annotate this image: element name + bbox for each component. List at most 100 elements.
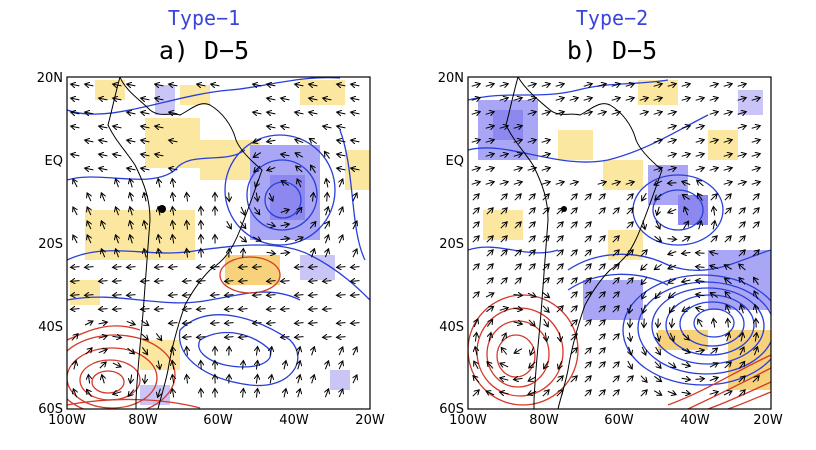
wind-vector-arrow bbox=[485, 182, 495, 185]
wind-vector-arrow bbox=[295, 112, 304, 114]
wind-vector-arrow bbox=[514, 378, 523, 379]
wind-vector-arrow bbox=[116, 235, 119, 244]
wind-vector-arrow bbox=[141, 126, 150, 128]
wind-vector-arrow bbox=[755, 305, 757, 314]
wind-vector-arrow bbox=[629, 304, 631, 314]
wind-vector-arrow bbox=[281, 309, 290, 310]
wind-vector-arrow bbox=[570, 292, 577, 299]
location-marker bbox=[561, 206, 567, 212]
wind-vector-arrow bbox=[169, 295, 178, 296]
wind-vector-arrow bbox=[556, 376, 563, 383]
wind-vector-arrow bbox=[542, 208, 549, 215]
wind-vector-arrow bbox=[710, 194, 717, 201]
wind-vector-arrow bbox=[225, 281, 234, 282]
wind-vector-arrow bbox=[751, 140, 761, 143]
wind-vector-arrow bbox=[514, 250, 521, 257]
wind-vector-arrow bbox=[695, 126, 705, 129]
wind-vector-arrow bbox=[626, 208, 633, 215]
wind-vector-arrow bbox=[169, 84, 178, 86]
wind-vector-arrow bbox=[584, 362, 591, 369]
wind-vector-arrow bbox=[667, 154, 677, 157]
wind-vector-arrow bbox=[513, 126, 523, 129]
wind-vector-arrow bbox=[269, 192, 273, 201]
wind-vector-arrow bbox=[724, 362, 732, 369]
wind-vector-arrow bbox=[657, 206, 660, 216]
wind-vector-arrow bbox=[612, 292, 619, 299]
wind-vector-arrow bbox=[155, 267, 164, 268]
wind-vector-arrow bbox=[471, 182, 481, 185]
wind-vector-arrow bbox=[514, 349, 523, 354]
wind-vector-arrow bbox=[239, 337, 248, 338]
wind-vector-arrow bbox=[612, 264, 619, 271]
wind-vector-arrow bbox=[337, 267, 346, 268]
wind-vector-arrow bbox=[339, 347, 343, 356]
wind-vector-arrow bbox=[527, 112, 537, 115]
wind-vector-arrow bbox=[113, 392, 122, 395]
wind-vector-arrow bbox=[116, 207, 119, 216]
wind-vector-arrow bbox=[754, 347, 757, 356]
x-tick-label: 60W bbox=[203, 413, 233, 428]
wind-vector-arrow bbox=[612, 390, 619, 397]
wind-vector-arrow bbox=[755, 333, 756, 342]
wind-vector-arrow bbox=[472, 236, 479, 243]
wind-vector-arrow bbox=[116, 249, 119, 258]
x-tick-label: 40W bbox=[279, 413, 309, 428]
y-tick-label: 40S bbox=[439, 320, 464, 335]
wind-vector-arrow bbox=[544, 360, 549, 369]
wind-vector-arrow bbox=[723, 112, 733, 115]
wind-vector-arrow bbox=[113, 154, 122, 156]
x-tick-label: 100W bbox=[449, 413, 487, 428]
wind-vector-arrow bbox=[201, 249, 202, 258]
wind-vector-arrow bbox=[296, 166, 303, 173]
wind-vector-arrow bbox=[670, 305, 675, 312]
wind-vector-arrow bbox=[155, 333, 161, 340]
wind-vector-arrow bbox=[127, 140, 136, 142]
wind-vector-arrow bbox=[542, 194, 549, 201]
wind-vector-arrow bbox=[127, 112, 136, 114]
wind-vector-arrow bbox=[642, 346, 646, 355]
wind-vector-arrow bbox=[611, 84, 621, 87]
wind-vector-arrow bbox=[598, 348, 605, 355]
wind-vector-arrow bbox=[584, 236, 591, 243]
wind-vector-arrow bbox=[254, 165, 261, 172]
wind-vector-arrow bbox=[201, 235, 202, 244]
wind-vector-arrow bbox=[183, 295, 192, 296]
wind-vector-arrow bbox=[116, 179, 119, 188]
wind-vector-arrow bbox=[270, 347, 272, 356]
wind-vector-arrow bbox=[655, 291, 662, 298]
wind-vector-arrow bbox=[710, 348, 718, 355]
wind-vector-arrow bbox=[570, 208, 577, 215]
wind-vector-arrow bbox=[612, 250, 619, 257]
wind-vector-arrow bbox=[253, 112, 262, 114]
wind-vector-arrow bbox=[280, 238, 290, 239]
wind-vector-arrow bbox=[243, 389, 244, 398]
wind-vector-arrow bbox=[85, 168, 94, 170]
wind-vector-arrow bbox=[71, 126, 80, 128]
wind-vector-arrow bbox=[298, 389, 300, 398]
wind-vector-arrow bbox=[709, 84, 719, 87]
wind-vector-arrow bbox=[73, 179, 77, 188]
wind-vector-arrow bbox=[471, 84, 481, 87]
wind-vector-arrow bbox=[486, 208, 493, 215]
wind-vector-arrow bbox=[337, 337, 346, 338]
wind-vector-arrow bbox=[87, 221, 91, 230]
wind-vector-arrow bbox=[653, 140, 663, 143]
wind-vector-arrow bbox=[113, 84, 122, 86]
wind-vector-arrow bbox=[709, 112, 719, 115]
wind-vector-arrow bbox=[667, 239, 677, 240]
wind-vector-arrow bbox=[752, 208, 759, 215]
wind-vector-arrow bbox=[266, 224, 276, 226]
wind-vector-arrow bbox=[682, 195, 690, 200]
wind-vector-arrow bbox=[626, 222, 633, 229]
wind-vector-arrow bbox=[85, 348, 92, 355]
wind-vector-arrow bbox=[500, 250, 507, 257]
wind-vector-arrow bbox=[472, 208, 479, 215]
wind-vector-arrow bbox=[653, 391, 662, 396]
wind-vector-arrow bbox=[295, 139, 304, 142]
wind-vector-arrow bbox=[243, 249, 244, 258]
wind-vector-arrow bbox=[628, 360, 632, 369]
wind-vector-arrow bbox=[325, 361, 328, 370]
wind-vector-arrow bbox=[141, 309, 150, 310]
wind-vector-arrow bbox=[527, 140, 537, 143]
wind-vector-arrow bbox=[486, 236, 493, 243]
